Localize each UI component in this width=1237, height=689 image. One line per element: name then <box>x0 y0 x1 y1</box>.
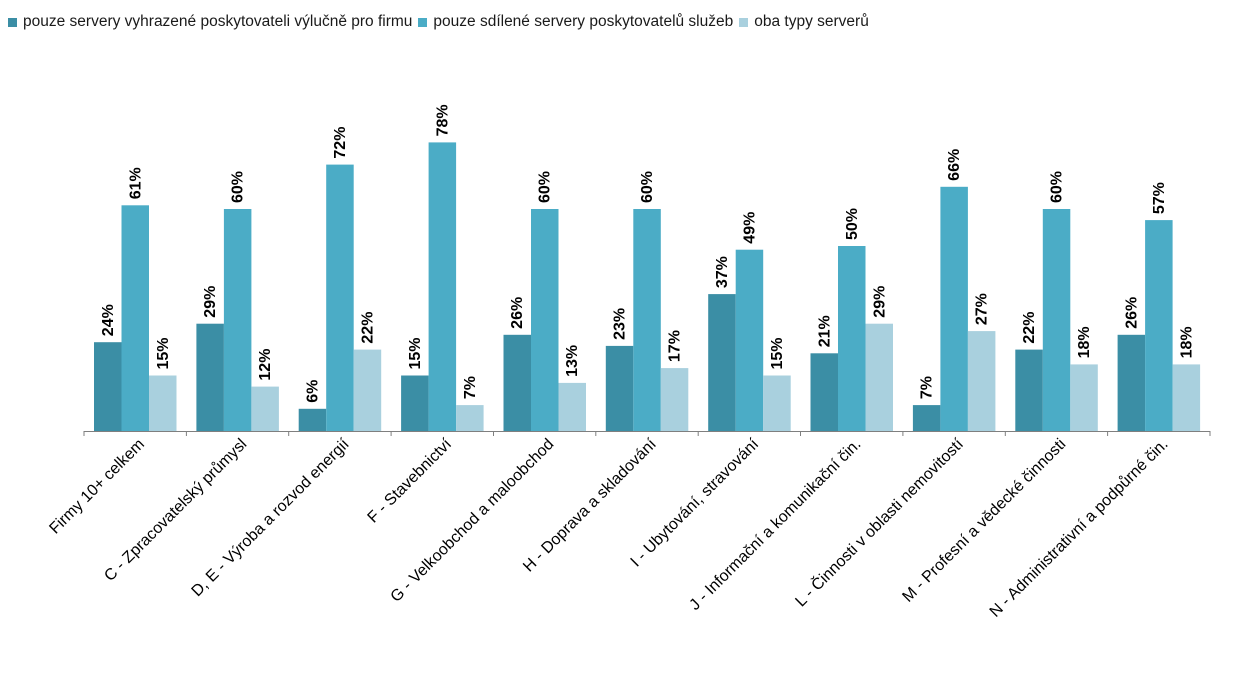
x-axis <box>83 431 1211 436</box>
bar <box>121 205 149 431</box>
data-label: 15% <box>769 337 786 369</box>
legend-swatch <box>739 17 749 27</box>
legend-label: oba typy serverů <box>754 13 869 30</box>
bar <box>708 294 736 431</box>
legend-swatch <box>418 17 428 27</box>
legend: pouze servery vyhrazené poskytovateli vý… <box>8 8 875 36</box>
bar <box>1042 209 1071 431</box>
bar <box>735 249 764 431</box>
bar <box>1015 349 1043 431</box>
bar <box>326 164 354 431</box>
bar <box>401 375 429 431</box>
data-label: 26% <box>509 297 526 329</box>
bar <box>223 209 252 431</box>
data-label: 13% <box>564 345 581 377</box>
data-label: 29% <box>871 286 888 318</box>
bars-layer <box>94 142 1201 431</box>
data-label: 21% <box>816 315 833 347</box>
data-label: 60% <box>230 171 247 203</box>
bar <box>605 345 634 431</box>
data-label: 18% <box>1076 326 1093 358</box>
value-labels-layer: 24% 61% 15% 29% 60% 12% 6% 72% 22% 15% 78% 7% 26% 60%… <box>100 104 1196 402</box>
data-label: 29% <box>202 286 219 318</box>
data-label: 7% <box>919 376 936 399</box>
data-label: 22% <box>1021 312 1038 344</box>
data-label: 7% <box>462 376 479 399</box>
bar <box>940 186 968 431</box>
legend-swatch <box>8 17 17 27</box>
data-label: 72% <box>332 127 349 159</box>
bar <box>967 331 996 431</box>
bar <box>531 209 559 431</box>
bar <box>558 382 586 431</box>
data-label: 49% <box>741 212 758 244</box>
bar <box>1172 364 1201 431</box>
legend-item: pouze servery vyhrazené poskytovateli vý… <box>8 13 412 31</box>
bar <box>1070 364 1098 431</box>
category-label: N - Administrativní a podpůrné čin. <box>986 435 1172 621</box>
data-label: 60% <box>537 171 554 203</box>
bar <box>456 405 484 431</box>
bar <box>912 405 941 431</box>
bar <box>94 342 122 431</box>
category-label: J - Informační a komunikační čin. <box>687 436 865 614</box>
bar <box>865 323 893 431</box>
bar <box>353 349 382 431</box>
data-label: 15% <box>155 337 172 369</box>
data-label: 37% <box>714 256 731 288</box>
data-label: 66% <box>946 149 963 181</box>
data-label: 78% <box>434 104 451 136</box>
bar <box>763 375 791 431</box>
category-label: G - Velkoobchod a maloobchod <box>388 436 558 606</box>
data-label: 6% <box>305 380 322 403</box>
data-label: 23% <box>612 308 629 340</box>
bar <box>251 386 279 431</box>
bar <box>196 323 224 431</box>
data-label: 60% <box>1049 171 1066 203</box>
bar <box>810 353 838 431</box>
legend-item: pouze sdílené servery poskytovatelů služ… <box>418 13 733 31</box>
data-label: 24% <box>100 304 117 336</box>
bar <box>1117 334 1146 431</box>
data-label: 17% <box>667 330 684 362</box>
bar <box>1145 220 1173 431</box>
data-label: 50% <box>844 208 861 240</box>
legend-item: oba typy serverů <box>739 13 869 31</box>
data-label: 26% <box>1123 297 1140 329</box>
data-label: 61% <box>127 167 144 199</box>
data-label: 12% <box>257 349 274 381</box>
category-label: M - Profesní a vědecké činnosti <box>899 436 1069 606</box>
data-label: 18% <box>1178 326 1195 358</box>
bar <box>633 209 661 431</box>
data-label: 60% <box>639 171 656 203</box>
legend-label: pouze sdílené servery poskytovatelů služ… <box>433 13 734 30</box>
data-label: 22% <box>360 312 377 344</box>
bar <box>838 246 866 431</box>
bar <box>428 142 457 431</box>
legend-label: pouze servery vyhrazené poskytovateli vý… <box>23 13 413 30</box>
bar <box>503 334 531 431</box>
data-label: 27% <box>974 293 991 325</box>
bar <box>298 408 327 431</box>
category-label: Firmy 10+ celkem <box>46 436 148 538</box>
data-label: 15% <box>407 337 424 369</box>
bar <box>660 368 689 431</box>
bar <box>149 375 177 431</box>
category-label: F - Stavebnictví <box>365 435 456 526</box>
category-label: L - Činnosti v oblasti nemovitostí <box>791 434 967 610</box>
data-label: 57% <box>1151 182 1168 214</box>
